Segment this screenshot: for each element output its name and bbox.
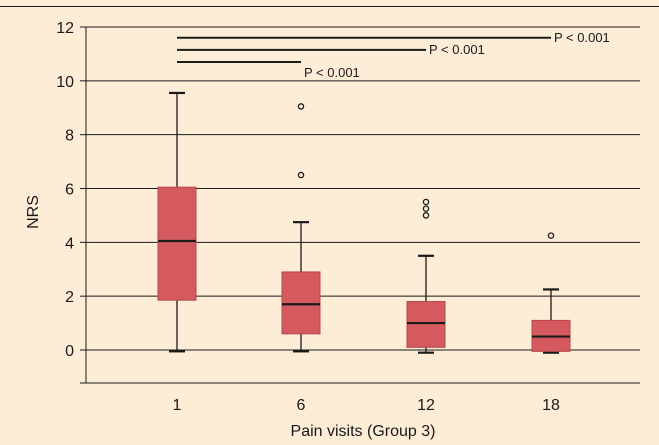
box-12	[406, 198, 446, 354]
x-tick-label-1: 1	[173, 397, 182, 414]
outlier-18-0	[547, 232, 555, 239]
boxes	[157, 91, 571, 354]
y-tick-label-0: 0	[65, 343, 74, 360]
box-iqr-12	[406, 301, 446, 348]
box-1	[157, 91, 197, 353]
y-tick-label-4: 4	[65, 235, 74, 252]
outlier-6-0	[297, 171, 305, 179]
box-6	[281, 103, 321, 353]
y-tick-label-10: 10	[56, 74, 74, 91]
y-tick-label-6: 6	[65, 182, 74, 199]
top-rule	[0, 6, 659, 7]
outlier-12-1	[422, 205, 430, 212]
y-tick-label-12: 12	[56, 20, 74, 37]
x-axis-label: Pain visits (Group 3)	[291, 423, 436, 440]
y-axis-label: NRS	[25, 195, 42, 229]
outlier-6-1	[297, 103, 305, 110]
outlier-12-0	[422, 212, 430, 219]
x-tick-label-12: 12	[417, 397, 435, 414]
y-tick-label-2: 2	[65, 289, 74, 306]
outlier-12-2	[422, 198, 430, 206]
x-tick-label-18: 18	[542, 397, 560, 414]
box-18	[531, 232, 571, 354]
x-tick-label-6: 6	[297, 397, 306, 414]
significance-label-1-18: P < 0.001	[554, 30, 610, 45]
box-iqr-1	[157, 186, 197, 301]
significance-label-1-6: P < 0.001	[304, 65, 360, 80]
significance-bars: P < 0.001 P < 0.001 P < 0.001	[177, 30, 610, 80]
box-iqr-6	[281, 271, 321, 335]
axes: 0 2 4 6 8 10 12 1 6 12 18	[56, 20, 640, 414]
significance-label-1-12: P < 0.001	[429, 42, 485, 57]
y-tick-label-8: 8	[65, 128, 74, 145]
